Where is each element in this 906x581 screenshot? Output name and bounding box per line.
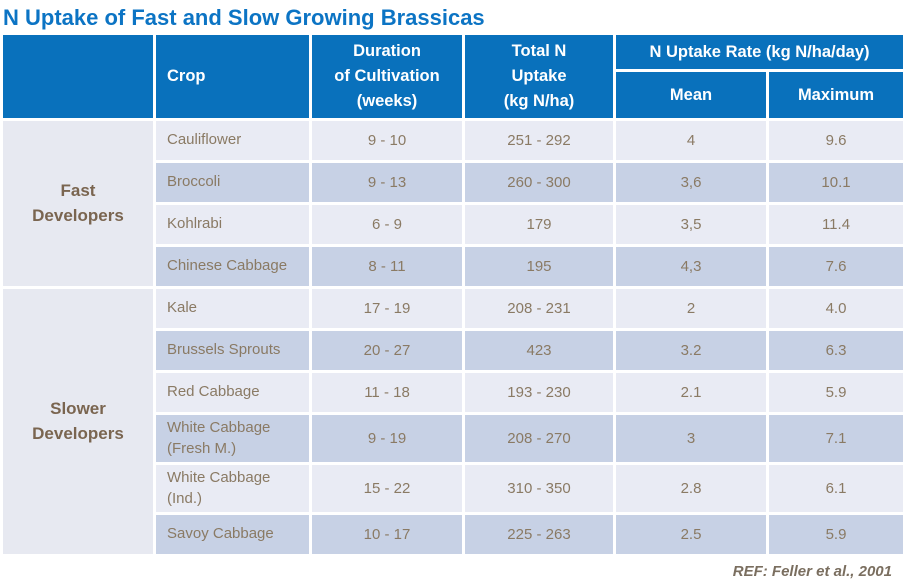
maximum-cell: 6.1	[769, 465, 903, 512]
table-row: Kohlrabi 6 - 9 179 3,5 11.4	[3, 205, 903, 244]
crop-name-cell: Broccoli	[156, 163, 309, 202]
duration-cell: 17 - 19	[312, 289, 462, 328]
table-row: Savoy Cabbage 10 - 17 225 - 263 2.5 5.9	[3, 515, 903, 554]
total-n-cell: 423	[465, 331, 613, 370]
duration-cell: 9 - 13	[312, 163, 462, 202]
maximum-cell: 5.9	[769, 373, 903, 412]
header-crop: Crop	[156, 35, 309, 118]
crop-name-cell: Cauliflower	[156, 121, 309, 160]
table-row: Broccoli 9 - 13 260 - 300 3,6 10.1	[3, 163, 903, 202]
maximum-cell: 5.9	[769, 515, 903, 554]
duration-cell: 11 - 18	[312, 373, 462, 412]
crop-name-cell: Savoy Cabbage	[156, 515, 309, 554]
total-n-cell: 195	[465, 247, 613, 286]
header-n-uptake-rate: N Uptake Rate (kg N/ha/day)	[616, 35, 903, 69]
maximum-cell: 6.3	[769, 331, 903, 370]
total-n-cell: 179	[465, 205, 613, 244]
header-total-n-uptake: Total N Uptake (kg N/ha)	[465, 35, 613, 118]
maximum-cell: 7.1	[769, 415, 903, 462]
duration-cell: 20 - 27	[312, 331, 462, 370]
table-header-row: Crop Duration of Cultivation (weeks) Tot…	[3, 35, 903, 118]
crop-name-cell: Kale	[156, 289, 309, 328]
total-n-cell: 193 - 230	[465, 373, 613, 412]
mean-cell: 2.1	[616, 373, 766, 412]
table-row: Slower Developers Kale 17 - 19 208 - 231…	[3, 289, 903, 554]
total-n-cell: 225 - 263	[465, 515, 613, 554]
group-cell-slower-developers: Slower Developers	[3, 289, 153, 554]
total-n-cell: 310 - 350	[465, 465, 613, 512]
maximum-cell: 11.4	[769, 205, 903, 244]
header-corner-cell	[3, 35, 153, 118]
table-subheader-row: Mean Maximum	[3, 72, 903, 118]
mean-cell: 4,3	[616, 247, 766, 286]
data-table: Crop Duration of Cultivation (weeks) Tot…	[0, 32, 906, 557]
crop-name-cell: White Cabbage (Ind.)	[156, 465, 309, 512]
duration-cell: 6 - 9	[312, 205, 462, 244]
mean-cell: 2.8	[616, 465, 766, 512]
table-row: Fast Developers Cauliflower 9 - 10 251 -…	[3, 121, 903, 286]
table-row: White Cabbage (Fresh M.) 9 - 19 208 - 27…	[3, 415, 903, 462]
mean-cell: 3	[616, 415, 766, 462]
total-n-cell: 251 - 292	[465, 121, 613, 160]
reference-note: REF: Feller et al., 2001	[732, 563, 892, 580]
duration-cell: 10 - 17	[312, 515, 462, 554]
duration-cell: 9 - 10	[312, 121, 462, 160]
total-n-cell: 208 - 270	[465, 415, 613, 462]
mean-cell: 2.5	[616, 515, 766, 554]
maximum-cell: 10.1	[769, 163, 903, 202]
duration-cell: 9 - 19	[312, 415, 462, 462]
mean-cell: 3.2	[616, 331, 766, 370]
mean-cell: 3,6	[616, 163, 766, 202]
duration-cell: 15 - 22	[312, 465, 462, 512]
mean-cell: 2	[616, 289, 766, 328]
maximum-cell: 4.0	[769, 289, 903, 328]
total-n-cell: 208 - 231	[465, 289, 613, 328]
crop-name-cell: White Cabbage (Fresh M.)	[156, 415, 309, 462]
total-n-cell: 260 - 300	[465, 163, 613, 202]
table-row: Brussels Sprouts 20 - 27 423 3.2 6.3	[3, 331, 903, 370]
maximum-cell: 7.6	[769, 247, 903, 286]
header-mean: Mean	[616, 72, 766, 118]
table-row: Chinese Cabbage 8 - 11 195 4,3 7.6	[3, 247, 903, 286]
crop-name-cell: Brussels Sprouts	[156, 331, 309, 370]
crop-name-cell: Red Cabbage	[156, 373, 309, 412]
duration-cell: 8 - 11	[312, 247, 462, 286]
mean-cell: 4	[616, 121, 766, 160]
header-maximum: Maximum	[769, 72, 903, 118]
mean-cell: 3,5	[616, 205, 766, 244]
table-row: White Cabbage (Ind.) 15 - 22 310 - 350 2…	[3, 465, 903, 512]
group-cell-fast-developers: Fast Developers	[3, 121, 153, 286]
maximum-cell: 9.6	[769, 121, 903, 160]
crop-name-cell: Chinese Cabbage	[156, 247, 309, 286]
header-duration: Duration of Cultivation (weeks)	[312, 35, 462, 118]
table-row: Red Cabbage 11 - 18 193 - 230 2.1 5.9	[3, 373, 903, 412]
page-title: N Uptake of Fast and Slow Growing Brassi…	[3, 5, 485, 30]
crop-name-cell: Kohlrabi	[156, 205, 309, 244]
